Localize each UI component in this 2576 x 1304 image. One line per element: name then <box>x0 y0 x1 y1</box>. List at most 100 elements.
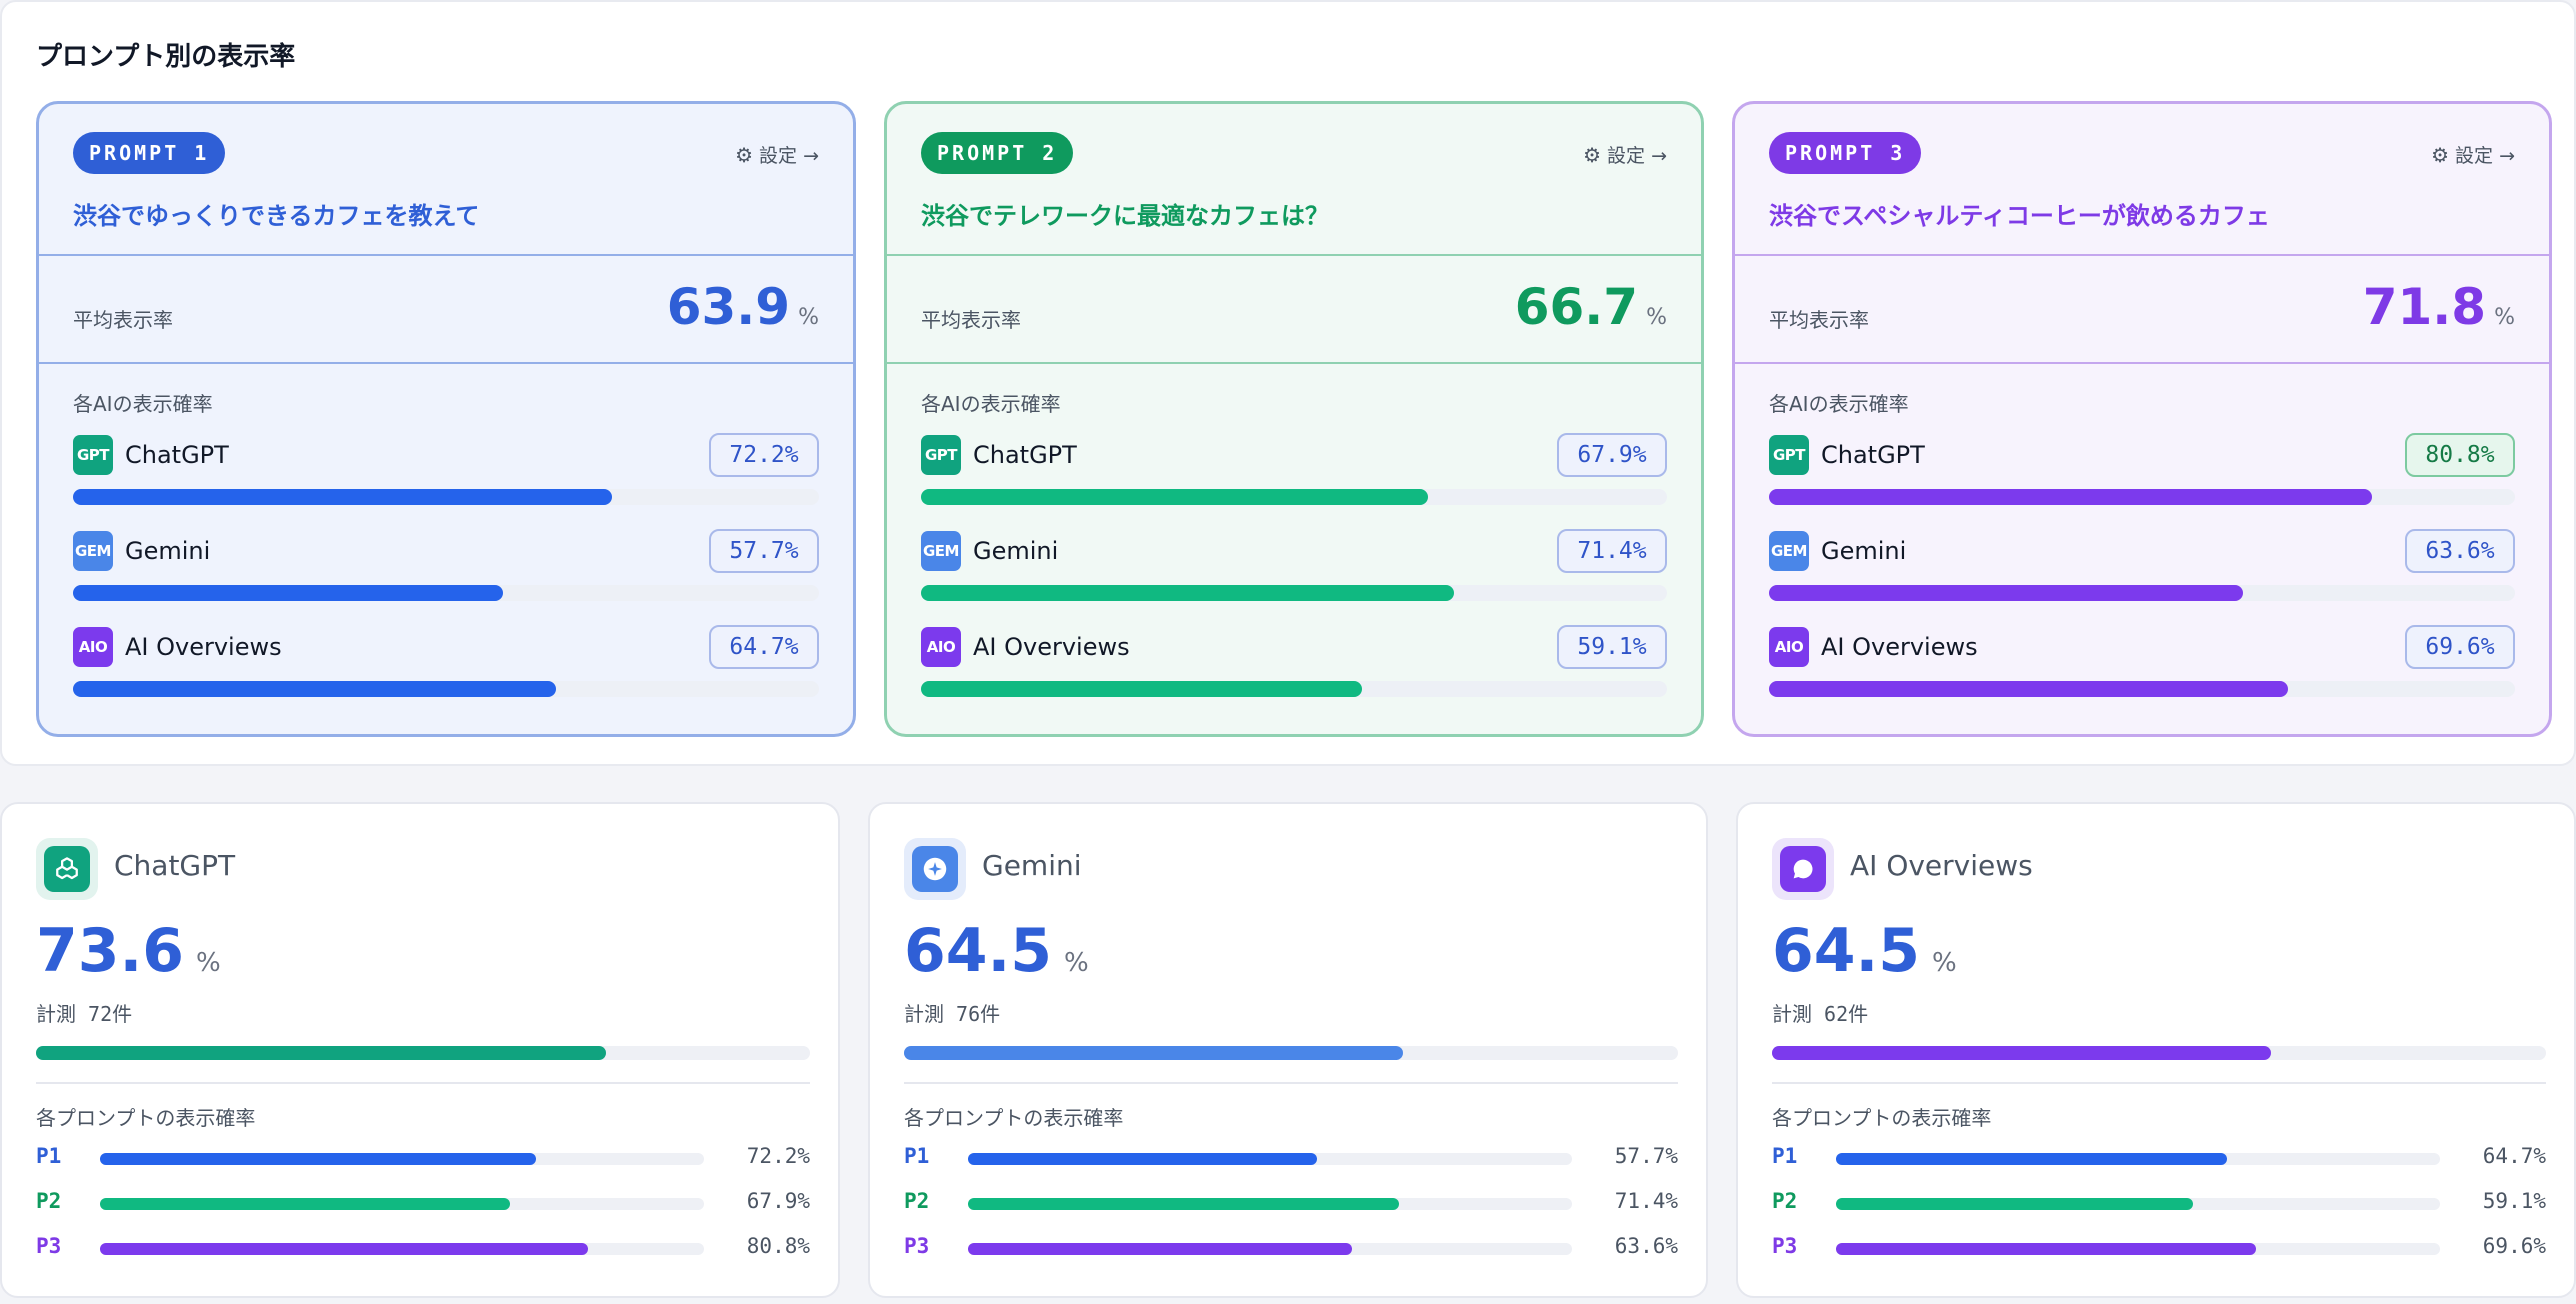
ai-row-gpt: GPT ChatGPT 80.8% <box>1769 433 2515 531</box>
ai-badge: GEM <box>1769 531 1809 571</box>
engine-rate-number: 64.5 <box>1772 916 1921 986</box>
prompt-rate-value: 57.7% <box>1614 1144 1678 1168</box>
prompt-bar-fill <box>1836 1198 2193 1210</box>
ai-rate-list: 各AIの表示確率 GPT ChatGPT 67.9% GEM Gemini 71.4% AIO… <box>887 364 1701 723</box>
prompt-card-3: PROMPT 3 ⚙ 設定 → 渋谷でスペシャルティコーヒーが飲めるカフェ 平均表示率 7… <box>1732 101 2552 737</box>
engine-rate: 73.6% <box>36 916 221 986</box>
engine-bar-track <box>36 1046 810 1060</box>
sparkle-icon <box>904 838 966 900</box>
measure-count: 計測 76件 <box>904 1002 1001 1026</box>
engine-rate: 64.5% <box>904 916 1089 986</box>
percent-unit: % <box>2494 305 2515 330</box>
percent-unit: % <box>196 948 221 978</box>
prompt-bar-track <box>968 1153 1572 1165</box>
settings-link[interactable]: ⚙ 設定 → <box>1583 141 1667 168</box>
prompt-row-p2: P2 71.4% <box>904 1189 1678 1219</box>
ai-row-gpt: GPT ChatGPT 67.9% <box>921 433 1667 531</box>
ai-rate-sub-label: 各AIの表示確率 <box>73 392 213 416</box>
average-label: 平均表示率 <box>921 308 1021 332</box>
ai-name: ChatGPT <box>973 441 1077 469</box>
ai-name: Gemini <box>973 537 1059 565</box>
engine-bar-fill <box>36 1046 606 1060</box>
rate-chip: 59.1% <box>1557 625 1667 669</box>
average-number: 63.9 <box>666 278 791 336</box>
measure-count: 計測 62件 <box>1772 1002 1869 1026</box>
prompt-row-p1: P1 64.7% <box>1772 1144 2546 1174</box>
prompt-label: P1 <box>904 1144 930 1168</box>
settings-link[interactable]: ⚙ 設定 → <box>2431 141 2515 168</box>
chat-bubble-icon <box>1772 838 1834 900</box>
average-number: 71.8 <box>2362 278 2487 336</box>
percent-unit: % <box>1064 948 1089 978</box>
rate-chip: 72.2% <box>709 433 819 477</box>
rate-chip: 67.9% <box>1557 433 1667 477</box>
rate-bar-track <box>1769 681 2515 697</box>
settings-label: 設定 → <box>759 145 819 167</box>
engine-bar-track <box>1772 1046 2546 1060</box>
engine-bar-fill <box>904 1046 1404 1060</box>
ai-badge: GPT <box>921 435 961 475</box>
rate-bar-fill <box>921 585 1454 601</box>
ai-rate-sub-label: 各AIの表示確率 <box>1769 392 1909 416</box>
prompt-bar-track <box>968 1243 1572 1255</box>
rate-bar-fill <box>1769 681 2289 697</box>
section-title: プロンプト別の表示率 <box>36 42 296 72</box>
prompt-bar-fill <box>1836 1153 2227 1165</box>
prompt-bar-track <box>1836 1153 2440 1165</box>
prompt-bar-fill <box>100 1243 589 1255</box>
ai-badge: GEM <box>73 531 113 571</box>
engine-card-chatgpt: ChatGPT 73.6% 計測 72件 各プロンプトの表示確率 P1 72.2% P2 67… <box>0 802 840 1298</box>
rate-bar-track <box>73 585 819 601</box>
ai-row-gpt: GPT ChatGPT 72.2% <box>73 433 819 531</box>
engine-card-ai-overviews: AI Overviews 64.5% 計測 62件 各プロンプトの表示確率 P1 64.7… <box>1736 802 2576 1298</box>
prompt-row-p1: P1 57.7% <box>904 1144 1678 1174</box>
rate-bar-fill <box>921 681 1362 697</box>
ai-badge: GEM <box>921 531 961 571</box>
ai-name: AI Overviews <box>973 633 1130 661</box>
settings-link[interactable]: ⚙ 設定 → <box>735 141 819 168</box>
ai-badge: AIO <box>73 627 113 667</box>
ai-rate-list: 各AIの表示確率 GPT ChatGPT 80.8% GEM Gemini 63.6% AIO… <box>1735 364 2549 723</box>
prompt-text: 渋谷でテレワークに最適なカフェは？ <box>921 202 1329 230</box>
engine-card-gemini: Gemini 64.5% 計測 76件 各プロンプトの表示確率 P1 57.7% P2 71.… <box>868 802 1708 1298</box>
rate-bar-track <box>73 489 819 505</box>
prompt-pill: PROMPT 3 <box>1769 132 1922 174</box>
engine-bar-track <box>904 1046 1678 1060</box>
engine-rate-number: 73.6 <box>36 916 185 986</box>
prompt-row-p2: P2 67.9% <box>36 1189 810 1219</box>
rate-bar-track <box>921 585 1667 601</box>
prompt-text: 渋谷でゆっくりできるカフェを教えて <box>73 202 480 230</box>
prompt-card-1: PROMPT 1 ⚙ 設定 → 渋谷でゆっくりできるカフェを教えて 平均表示率 63.9%… <box>36 101 856 737</box>
prompt-bar-fill <box>100 1153 537 1165</box>
ai-row-aio: AIO AI Overviews 69.6% <box>1769 625 2515 723</box>
prompt-card-header: PROMPT 1 ⚙ 設定 → 渋谷でゆっくりできるカフェを教えて <box>39 104 853 256</box>
ai-row-aio: AIO AI Overviews 59.1% <box>921 625 1667 723</box>
prompt-cards: PROMPT 1 ⚙ 設定 → 渋谷でゆっくりできるカフェを教えて 平均表示率 63.9%… <box>36 101 2552 737</box>
prompt-label: P2 <box>36 1189 62 1213</box>
prompt-card-header: PROMPT 3 ⚙ 設定 → 渋谷でスペシャルティコーヒーが飲めるカフェ <box>1735 104 2549 256</box>
prompt-bar-track <box>1836 1198 2440 1210</box>
rate-bar-track <box>921 489 1667 505</box>
prompt-rate-value: 72.2% <box>746 1144 810 1168</box>
prompt-label: P3 <box>1772 1234 1798 1258</box>
ai-name: AI Overviews <box>1821 633 1978 661</box>
engine-name: Gemini <box>982 849 1082 882</box>
prompt-bar-fill <box>968 1153 1317 1165</box>
engine-bar-fill <box>1772 1046 2272 1060</box>
ai-row-gem: GEM Gemini 71.4% <box>921 529 1667 627</box>
measure-count: 計測 72件 <box>36 1002 133 1026</box>
prompt-label: P2 <box>904 1189 930 1213</box>
average-value: 71.8% <box>2363 278 2515 336</box>
prompt-bar-fill <box>100 1198 511 1210</box>
prompt-section: プロンプト別の表示率 PROMPT 1 ⚙ 設定 → 渋谷でゆっくりできるカフェを教え… <box>0 0 2576 766</box>
prompt-label: P2 <box>1772 1189 1798 1213</box>
engine-name: ChatGPT <box>114 849 236 882</box>
average-rate: 平均表示率 66.7% <box>887 256 1701 364</box>
prompt-label: P1 <box>36 1144 62 1168</box>
ai-name: ChatGPT <box>1821 441 1925 469</box>
average-label: 平均表示率 <box>1769 308 1869 332</box>
rate-chip: 69.6% <box>2405 625 2515 669</box>
prompt-label: P3 <box>36 1234 62 1258</box>
prompt-card-header: PROMPT 2 ⚙ 設定 → 渋谷でテレワークに最適なカフェは？ <box>887 104 1701 256</box>
ai-row-gem: GEM Gemini 63.6% <box>1769 529 2515 627</box>
